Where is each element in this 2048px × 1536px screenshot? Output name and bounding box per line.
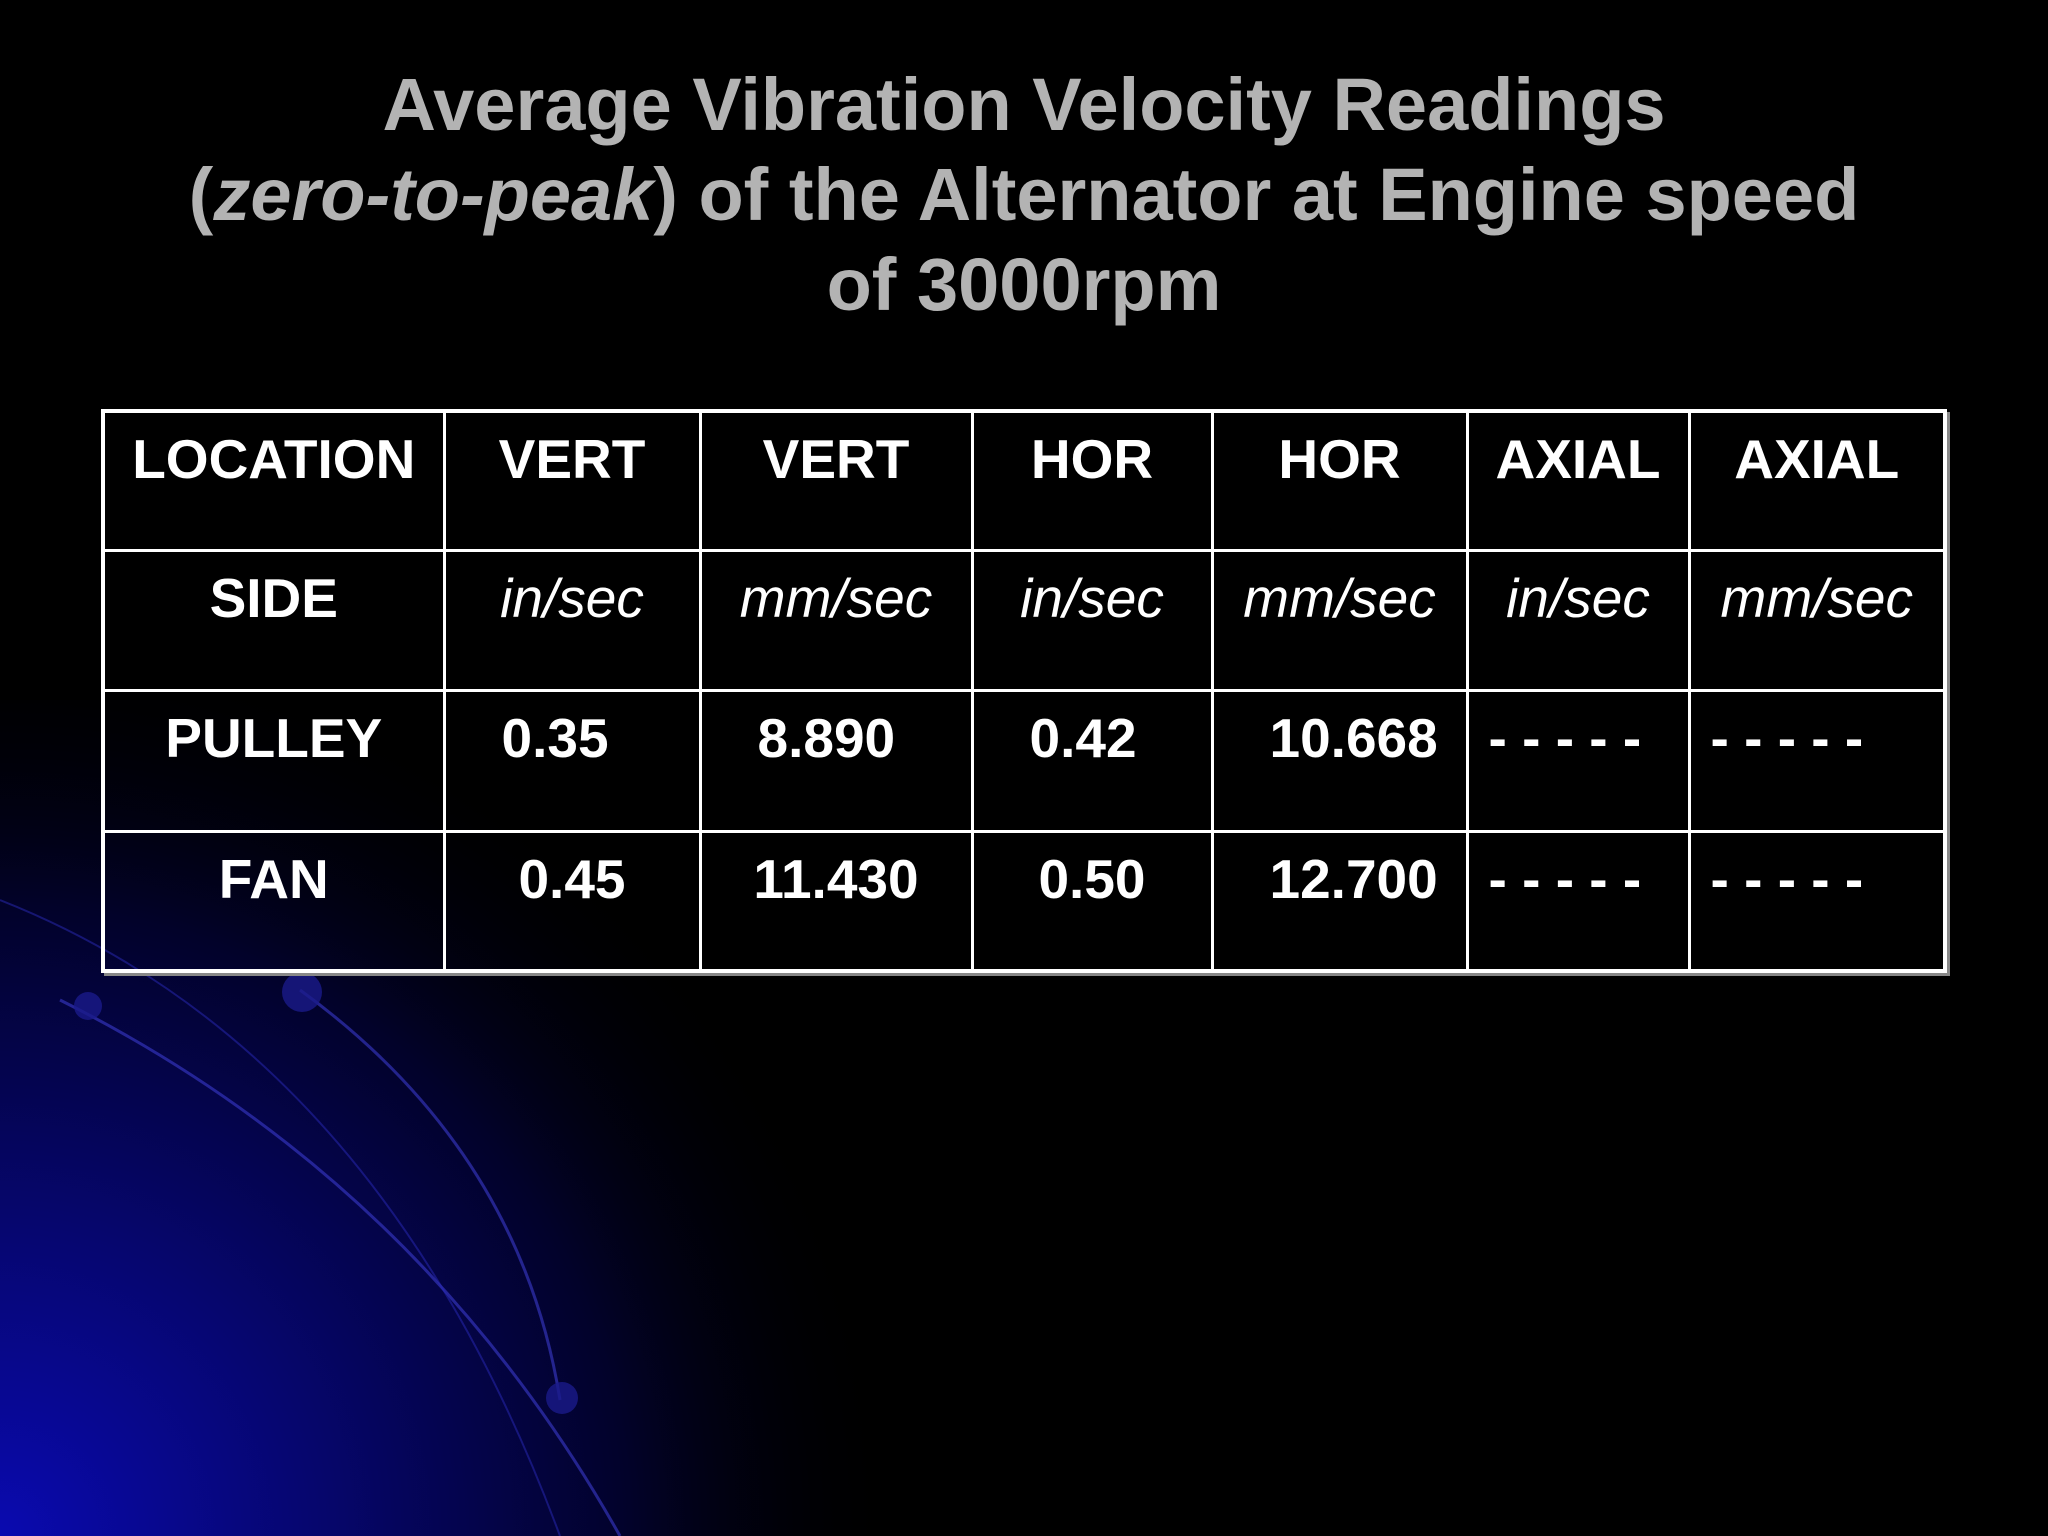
header-cell: LOCATION: [105, 413, 446, 553]
table-header-row: LOCATION VERT VERT HOR HOR AXIAL AXIAL: [105, 413, 1943, 553]
slide-title: Average Vibration Velocity Readings (zer…: [100, 60, 1948, 330]
table-cell: - - - - -: [1687, 829, 1943, 969]
units-cell: in/sec: [970, 549, 1214, 693]
header-cell: AXIAL: [1465, 413, 1691, 553]
table-cell: 0.42: [970, 689, 1214, 833]
units-cell: in/sec: [1465, 549, 1691, 693]
units-cell: mm/sec: [1210, 549, 1469, 693]
table-cell: 10.668: [1210, 689, 1469, 833]
units-cell: mm/sec: [698, 549, 974, 693]
title-line-3: of 3000rpm: [826, 243, 1222, 326]
table-row: FAN 0.45 11.430 0.50 12.700 - - - - - - …: [105, 829, 1943, 969]
readings-table: LOCATION VERT VERT HOR HOR AXIAL AXIAL S…: [105, 413, 1943, 969]
units-cell: mm/sec: [1687, 549, 1943, 693]
table-cell: - - - - -: [1687, 689, 1943, 833]
table-cell: 11.430: [698, 829, 974, 969]
table-units-row: SIDE in/sec mm/sec in/sec mm/sec in/sec …: [105, 549, 1943, 693]
table-cell: 8.890: [698, 689, 974, 833]
header-cell: AXIAL: [1687, 413, 1943, 553]
header-cell: VERT: [442, 413, 702, 553]
header-cell: HOR: [970, 413, 1214, 553]
table-cell: 0.50: [970, 829, 1214, 969]
title-line-2: (zero-to-peak) of the Alternator at Engi…: [100, 150, 1948, 240]
units-cell: in/sec: [442, 549, 702, 693]
title-line-1: Average Vibration Velocity Readings: [382, 63, 1666, 146]
table-cell: 0.45: [442, 829, 702, 969]
title-line-2-rest: ) of the Alternator at Engine speed: [653, 153, 1860, 236]
table-cell: PULLEY: [105, 689, 446, 833]
title-italic-term: zero-to-peak: [213, 153, 654, 236]
header-cell: HOR: [1210, 413, 1469, 553]
table-row: PULLEY 0.35 8.890 0.42 10.668 - - - - - …: [105, 689, 1943, 833]
table-cell: 0.35: [442, 689, 702, 833]
table-cell: 12.700: [1210, 829, 1469, 969]
header-cell: VERT: [698, 413, 974, 553]
table-cell: - - - - -: [1465, 829, 1691, 969]
readings-table-frame: LOCATION VERT VERT HOR HOR AXIAL AXIAL S…: [101, 409, 1947, 973]
table-cell: FAN: [105, 829, 446, 969]
units-cell: SIDE: [105, 549, 446, 693]
title-paren-open: (: [188, 153, 214, 236]
table-cell: - - - - -: [1465, 689, 1691, 833]
